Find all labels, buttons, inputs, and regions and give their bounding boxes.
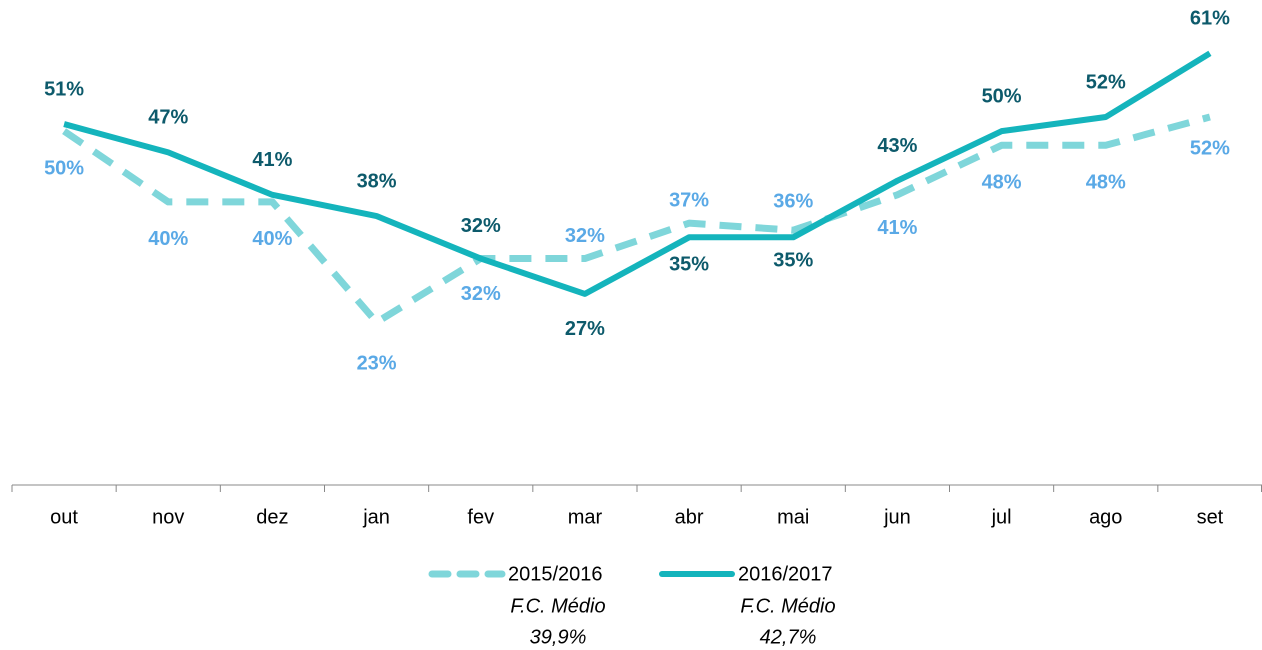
value-label: 52% xyxy=(1086,71,1126,93)
value-label: 32% xyxy=(461,215,501,237)
x-tick-label: jul xyxy=(991,506,1012,528)
series-line xyxy=(63,50,1212,297)
x-tick-label: nov xyxy=(152,506,184,528)
value-label: 43% xyxy=(877,135,917,157)
x-tick-label: mai xyxy=(777,506,809,528)
x-tick-label: set xyxy=(1197,506,1224,528)
x-tick-label: fev xyxy=(467,506,494,528)
value-label: 48% xyxy=(982,172,1022,194)
legend-label: 2016/2017 xyxy=(738,563,833,585)
legend-note: F.C. Médio xyxy=(740,595,835,617)
value-label: 48% xyxy=(1086,172,1126,194)
value-label: 32% xyxy=(461,283,501,305)
x-tick-label: mar xyxy=(568,506,603,528)
value-label: 50% xyxy=(44,157,84,179)
x-tick-label: out xyxy=(50,506,78,528)
value-label: 32% xyxy=(565,225,605,247)
value-label: 41% xyxy=(877,217,917,239)
series-line xyxy=(62,113,1211,326)
x-tick-label: jan xyxy=(362,506,390,528)
value-label: 52% xyxy=(1190,137,1230,159)
value-label: 51% xyxy=(44,78,84,100)
legend-average: 39,9% xyxy=(530,626,587,648)
value-label: 35% xyxy=(669,254,709,276)
x-tick-label: ago xyxy=(1089,506,1122,528)
value-label: 40% xyxy=(252,228,292,250)
x-tick-label: dez xyxy=(256,506,288,528)
x-tick-label: abr xyxy=(675,506,704,528)
value-label: 23% xyxy=(357,353,397,375)
legend-note: F.C. Médio xyxy=(510,595,605,617)
value-label: 35% xyxy=(773,250,813,272)
value-label: 27% xyxy=(565,318,605,340)
value-label: 61% xyxy=(1190,8,1230,30)
value-label: 50% xyxy=(982,85,1022,107)
value-label: 38% xyxy=(357,170,397,192)
value-label: 37% xyxy=(669,189,709,211)
value-label: 47% xyxy=(148,107,188,129)
value-label: 36% xyxy=(773,191,813,213)
value-label: 41% xyxy=(252,149,292,171)
legend-label: 2015/2016 xyxy=(508,563,603,585)
x-tick-label: jun xyxy=(883,506,911,528)
value-label: 40% xyxy=(148,228,188,250)
legend-average: 42,7% xyxy=(760,626,817,648)
